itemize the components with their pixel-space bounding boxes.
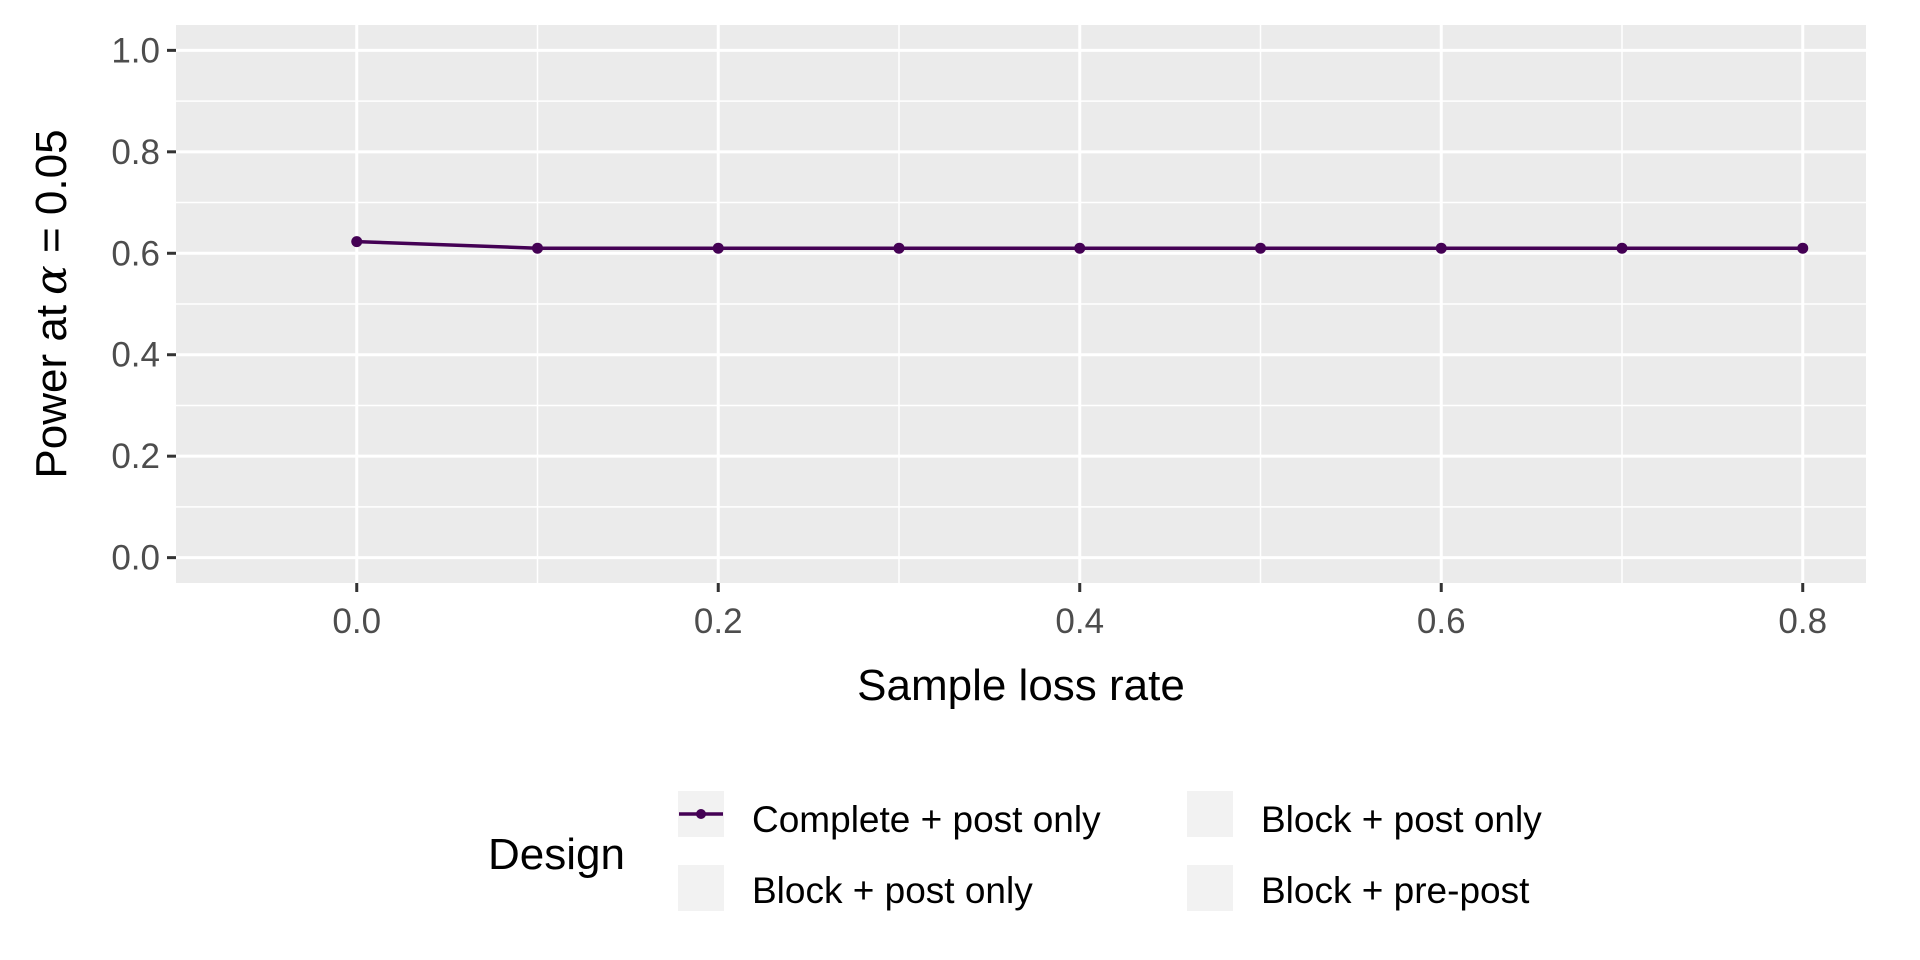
major-gridlines [176,25,1866,583]
data-point [531,242,543,254]
x-axis: 0.0 0.2 0.4 0.6 0.8 [332,583,1827,641]
legend-label-1: Block + post only [752,870,1033,911]
x-tick-label: 0.2 [694,602,743,641]
y-tick-label: 0.4 [111,336,160,375]
legend-key-0 [678,791,724,837]
data-point [351,236,363,248]
legend-label-3: Block + pre-post [1261,870,1530,911]
y-axis-title-suffix: = 0.05 [27,129,76,265]
x-axis-title: Sample loss rate [857,661,1185,710]
y-tick-label: 0.6 [111,234,160,273]
data-point [1254,242,1266,254]
minor-gridlines [176,25,1866,583]
legend-key-2 [1187,791,1233,837]
data-point [1435,242,1447,254]
legend-title: Design [488,830,625,879]
y-tick-label: 0.2 [111,437,160,476]
y-tick-label: 0.0 [111,539,160,578]
y-axis: 0.0 0.2 0.4 0.6 0.8 1.0 [111,31,176,578]
data-point [712,242,724,254]
y-tick-label: 0.8 [111,133,160,172]
x-tick-label: 0.0 [332,602,381,641]
legend-key-1 [678,865,724,911]
legend: Design Complete + post only Block + post… [488,791,1542,911]
data-point [1074,242,1086,254]
x-tick-label: 0.4 [1055,602,1104,641]
x-tick-label: 0.6 [1417,602,1466,641]
y-tick-label: 1.0 [111,31,160,70]
legend-label-2: Block + post only [1261,799,1542,840]
y-axis-title-prefix: Power at [27,305,76,479]
data-point [893,242,905,254]
data-point [1797,242,1809,254]
alpha-symbol: α [26,265,77,295]
legend-label-0: Complete + post only [752,799,1101,840]
y-axis-title: Power at α = 0.05 [26,129,77,478]
series-layer [351,236,1809,254]
legend-key-3 [1187,865,1233,911]
x-tick-label: 0.8 [1778,602,1827,641]
data-point [1616,242,1628,254]
